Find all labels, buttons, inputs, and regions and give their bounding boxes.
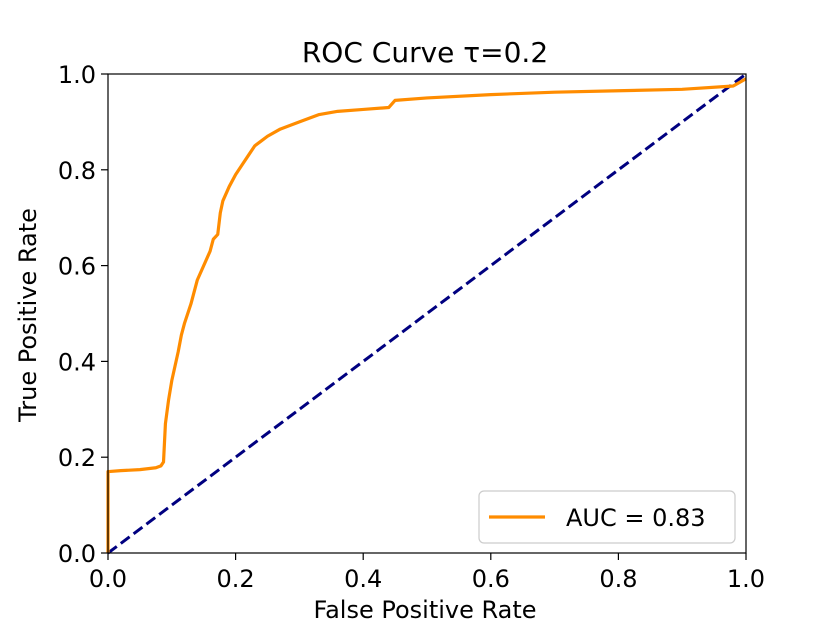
y-tick-label: 0.2 <box>58 444 96 472</box>
y-axis-label: True Positive Rate <box>14 208 42 423</box>
x-tick-label: 0.2 <box>217 565 255 593</box>
legend: AUC = 0.83 <box>478 490 736 544</box>
y-tick-label: 0.8 <box>58 157 96 185</box>
y-tick-label: 0.4 <box>58 348 96 376</box>
chart-title: ROC Curve τ=0.2 <box>302 36 548 69</box>
x-tick-label: 1.0 <box>727 565 765 593</box>
chance-diagonal-line <box>107 72 747 555</box>
plot-area-frame <box>107 73 747 554</box>
series-layer <box>106 72 747 555</box>
y-tick-label: 0.0 <box>58 540 96 568</box>
legend-label-auc: AUC = 0.83 <box>566 504 706 532</box>
y-tick-label: 1.0 <box>58 61 96 89</box>
x-tick-label: 0.0 <box>89 565 127 593</box>
y-tick-label: 0.6 <box>58 253 96 281</box>
legend-box <box>478 490 736 544</box>
x-tick-label: 0.8 <box>599 565 637 593</box>
x-axis-label: False Positive Rate <box>313 596 536 623</box>
ticks-layer: 0.0 0.2 0.4 0.6 0.8 1.0 0.0 0.2 0.4 0.6 0.8 1.0 <box>58 61 765 593</box>
roc-curve-line <box>106 77 747 553</box>
x-tick-label: 0.6 <box>472 565 510 593</box>
x-tick-label: 0.4 <box>344 565 382 593</box>
